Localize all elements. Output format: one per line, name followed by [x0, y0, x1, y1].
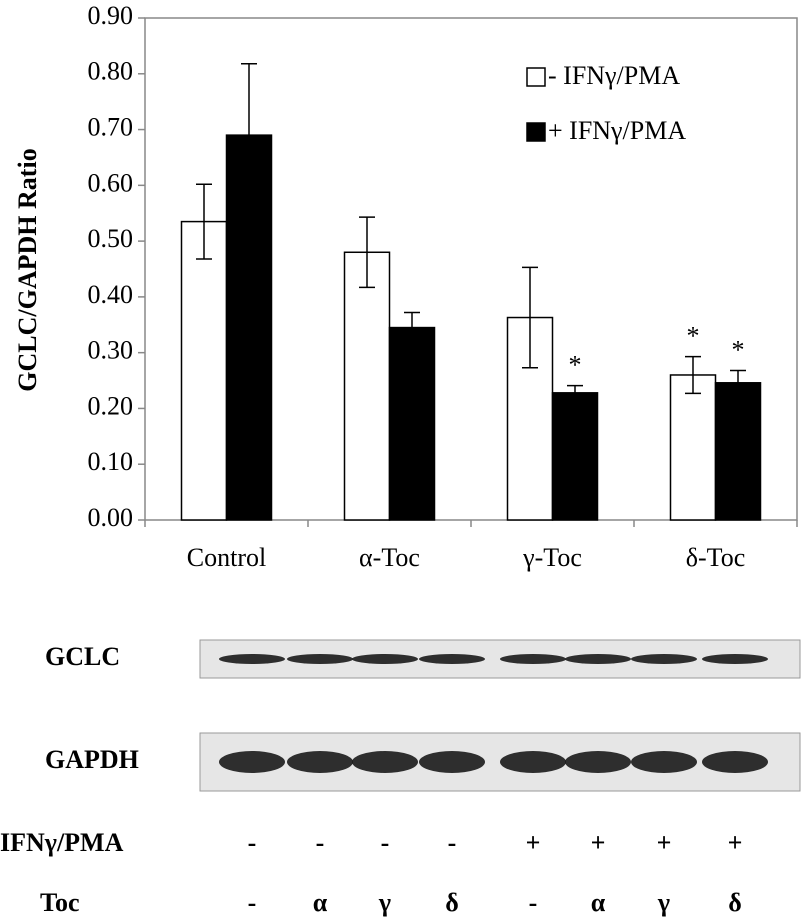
y-tick-label: 0.90 [88, 1, 134, 30]
blot-band [219, 751, 285, 773]
condition-value: γ [657, 888, 670, 917]
y-axis-label: GCLC/GAPDH Ratio [13, 148, 42, 391]
y-tick-label: 0.30 [88, 336, 134, 365]
error-bar [567, 384, 583, 401]
y-tick-label: 0.00 [88, 503, 134, 532]
y-tick-label: 0.10 [88, 447, 134, 476]
error-bar [359, 216, 375, 289]
error-bar [685, 355, 701, 395]
blot-band [631, 751, 697, 773]
error-bar [730, 369, 746, 396]
significance-mark: * [687, 322, 700, 351]
blot-band [352, 654, 418, 664]
condition-value: δ [728, 888, 742, 917]
error-bar [196, 183, 212, 260]
y-tick-label: 0.80 [88, 57, 134, 86]
condition-value: + [591, 828, 606, 857]
y-tick-label: 0.50 [88, 224, 134, 253]
y-tick-label: 0.40 [88, 280, 134, 309]
blot-band [419, 751, 485, 773]
blot-band [565, 654, 631, 664]
condition-value: - [316, 828, 325, 857]
condition-value: - [248, 888, 257, 917]
blot-row-label: GAPDH [45, 745, 139, 774]
blot-band [631, 654, 697, 664]
condition-label: Toc [40, 888, 80, 917]
x-tick-label: Control [187, 543, 266, 572]
condition-value: - [381, 828, 390, 857]
blot-band [500, 751, 566, 773]
x-tick-label: δ-Toc [686, 543, 746, 572]
bar [669, 374, 717, 521]
x-tick-label: γ-Toc [522, 543, 582, 572]
legend-swatch [526, 122, 546, 142]
condition-label: IFNγ/PMA [0, 828, 124, 857]
blot-band [702, 654, 768, 664]
condition-value: - [529, 888, 538, 917]
significance-mark: * [732, 335, 745, 364]
condition-value: - [448, 828, 457, 857]
blot-band [419, 654, 485, 664]
error-bar [522, 266, 538, 369]
blot-band [500, 654, 566, 664]
bar [551, 392, 599, 521]
bar [714, 382, 762, 521]
legend-label: + IFNγ/PMA [548, 116, 686, 145]
blot-band [287, 654, 353, 664]
blot-row-label: GCLC [45, 642, 120, 671]
condition-value: - [248, 828, 257, 857]
x-tick-label: α-Toc [359, 543, 420, 572]
bar [180, 220, 228, 521]
legend-label: - IFNγ/PMA [548, 61, 680, 90]
blot-band [219, 654, 285, 664]
condition-value: + [657, 828, 672, 857]
blot-band [352, 751, 418, 773]
blot-band [287, 751, 353, 773]
condition-value: α [591, 888, 606, 917]
bar [388, 326, 436, 521]
y-tick-label: 0.20 [88, 391, 134, 420]
error-bar [241, 62, 257, 208]
y-tick-label: 0.70 [88, 113, 134, 142]
condition-value: γ [378, 888, 391, 917]
condition-value: α [313, 888, 328, 917]
blot-band [565, 751, 631, 773]
blot-band [702, 751, 768, 773]
bar [343, 251, 391, 521]
y-tick-label: 0.60 [88, 168, 134, 197]
error-bar [404, 311, 420, 344]
condition-value: + [728, 828, 743, 857]
legend-swatch [526, 67, 546, 87]
condition-value: δ [445, 888, 459, 917]
significance-mark: * [569, 351, 582, 380]
condition-value: + [526, 828, 541, 857]
